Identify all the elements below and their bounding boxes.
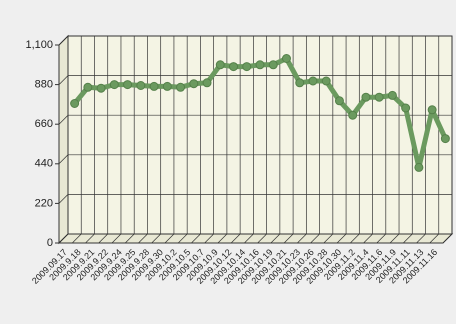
point [440, 134, 450, 144]
point [96, 83, 106, 93]
point [109, 80, 119, 90]
floor-line [71, 233, 82, 244]
point [321, 76, 331, 86]
floor-line [442, 233, 453, 244]
point [334, 96, 344, 106]
point [308, 76, 318, 86]
point [268, 60, 278, 70]
point [123, 80, 133, 90]
point [136, 81, 146, 90]
floor-line [217, 233, 228, 244]
floor-line [389, 233, 400, 244]
point [387, 90, 397, 100]
y-tick-label: 1,100 [25, 39, 53, 51]
y-tick-label: 0 [47, 237, 53, 249]
floor-line [124, 233, 135, 244]
floor-line [191, 233, 201, 244]
point [255, 60, 265, 70]
floor-line [429, 233, 440, 244]
grid-line [58, 233, 69, 244]
floor-line [310, 233, 320, 244]
point [401, 103, 411, 113]
floor-line [164, 233, 175, 244]
y-tick-label: 440 [35, 158, 53, 170]
grid-line [58, 35, 69, 46]
floor-line [98, 233, 108, 244]
floor-line [85, 233, 95, 244]
point [414, 162, 424, 172]
floor-line [283, 233, 294, 244]
point [83, 82, 93, 92]
point [162, 81, 172, 91]
point [295, 78, 305, 88]
floor-line [363, 233, 373, 244]
point [149, 81, 159, 91]
point [281, 54, 291, 63]
point [202, 78, 212, 88]
floor-line [350, 233, 360, 244]
y-tick-label: 880 [35, 79, 53, 91]
point [361, 92, 371, 102]
grid-line [58, 75, 69, 85]
point [70, 99, 80, 108]
y-tick-label: 660 [35, 118, 53, 130]
floor-line [376, 233, 387, 244]
grid-line [58, 154, 69, 165]
grid-line [58, 114, 69, 125]
floor-line [403, 233, 413, 244]
point [176, 82, 186, 92]
floor-line [151, 233, 161, 244]
floor-line [230, 233, 241, 244]
floor-line [138, 233, 148, 244]
floor-line [270, 233, 281, 244]
point [427, 105, 437, 115]
grid-line [58, 194, 69, 204]
floor-line [204, 233, 214, 244]
floor-line [416, 233, 426, 244]
x-labels: 2009.09.172009.9.182009.9.212009.9.22200… [30, 247, 439, 286]
point [242, 62, 252, 72]
floor-line [244, 233, 254, 244]
point [189, 79, 199, 89]
floor [57, 233, 454, 244]
floor-line [177, 233, 188, 244]
y-tick-label: 220 [35, 197, 53, 209]
point [348, 110, 358, 120]
point [229, 62, 239, 72]
floor-line [297, 233, 307, 244]
floor-line [336, 233, 347, 244]
point [215, 60, 225, 70]
floor-line [111, 233, 122, 244]
floor-line [257, 233, 267, 244]
point [374, 92, 384, 102]
floor-line [323, 233, 334, 244]
left-wall [58, 34, 69, 245]
